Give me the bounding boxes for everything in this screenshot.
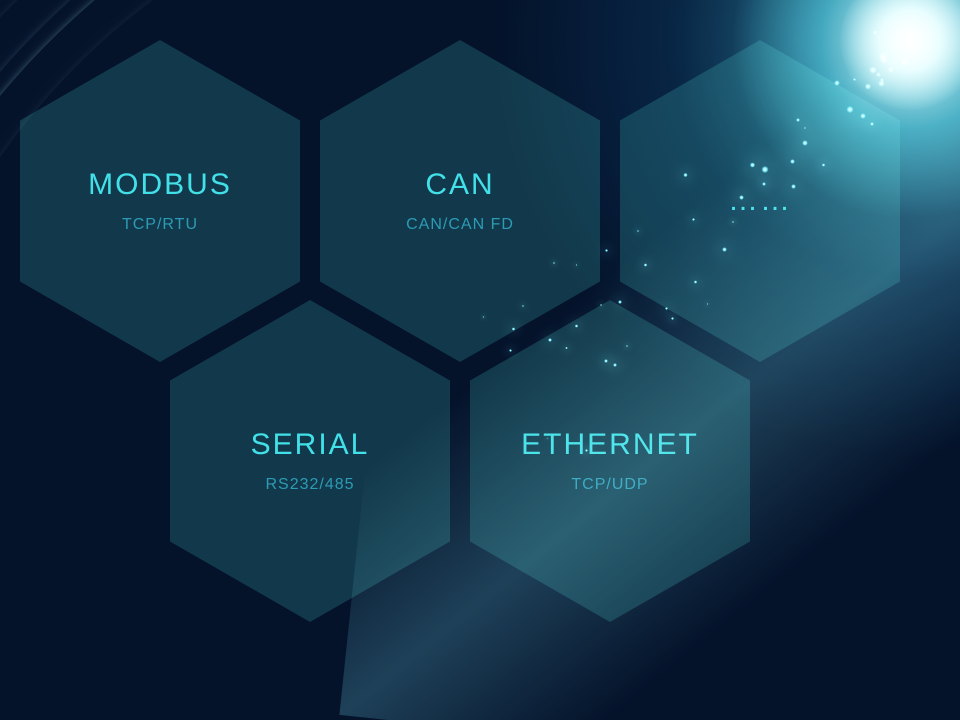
fiber-spark [605,249,608,252]
fiber-spark [853,78,856,81]
hex-modbus-sub: TCP/RTU [122,216,198,234]
fiber-glow [840,0,960,110]
fiber-spark [876,72,881,77]
fiber-spark [909,52,915,58]
hex-can: CAN CAN/CAN FD [320,40,600,362]
hex-serial-sub: RS232/485 [265,476,354,494]
hex-ethernet-title: ETHERNET [521,428,699,462]
fiber-spark [880,56,888,64]
hex-more: …… [620,40,900,362]
fiber-spark [878,80,885,87]
hex-serial-title: SERIAL [251,428,370,462]
fiber-spark [910,38,913,41]
hex-can-sub: CAN/CAN FD [406,216,514,234]
fiber-spark [873,30,878,35]
hex-more-title: …… [728,184,792,218]
hex-modbus: MODBUS TCP/RTU [20,40,300,362]
hex-ethernet-sub: TCP/UDP [571,476,648,494]
fiber-spark [880,78,884,82]
fiber-spark [900,58,908,66]
fiber-spark [902,56,909,63]
fiber-spark [671,317,674,320]
fiber-spark [509,349,512,352]
fiber-spark [878,52,887,61]
fiber-spark [888,66,894,72]
hex-serial: SERIAL RS232/485 [170,300,450,622]
hex-modbus-title: MODBUS [88,168,232,202]
fiber-spark [618,300,622,304]
hex-can-title: CAN [425,168,494,202]
fiber-spark [869,66,877,74]
diagram-stage: MODBUS TCP/RTU CAN CAN/CAN FD …… SERIAL RS232/… [0,0,960,720]
fiber-spark [865,83,872,90]
hex-ethernet: ETHERNET TCP/UDP [470,300,750,622]
